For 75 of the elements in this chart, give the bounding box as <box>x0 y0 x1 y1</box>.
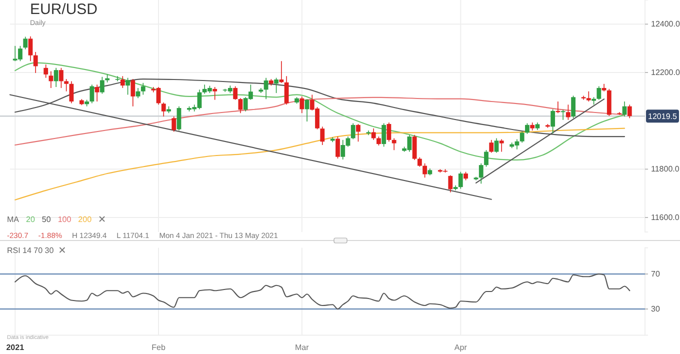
candlestick <box>560 109 566 120</box>
text: 200 <box>78 215 92 224</box>
chart-title: RSI 14 70 30 <box>7 246 54 255</box>
candlestick <box>371 128 376 140</box>
candlestick <box>284 76 289 106</box>
candlestick <box>176 106 182 131</box>
candlestick <box>627 104 632 119</box>
candlestick <box>494 138 499 154</box>
y-tick-label: 30 <box>651 304 660 314</box>
candlestick <box>233 86 238 100</box>
candlestick <box>238 98 243 114</box>
candlestick <box>136 88 140 99</box>
candlestick <box>279 60 284 84</box>
candlestick <box>172 116 176 132</box>
text: 50 <box>42 215 52 224</box>
candlestick <box>448 174 453 193</box>
candlestick <box>320 126 325 146</box>
y-tick-label: 11800.0 <box>651 164 680 174</box>
candlestick <box>571 95 576 119</box>
candlestick <box>382 122 386 148</box>
candlestick <box>64 78 69 92</box>
candlestick <box>94 84 100 102</box>
candlestick <box>126 77 130 96</box>
legend-title: MA <box>7 215 20 224</box>
candlestick <box>478 162 484 184</box>
candlestick <box>336 136 340 159</box>
candlestick <box>90 84 94 104</box>
candlestick <box>520 131 524 143</box>
candlestick <box>412 134 417 160</box>
candlestick <box>392 138 396 150</box>
candlestick <box>484 150 488 168</box>
candlestick <box>499 138 504 152</box>
y-tick-label: 12200.0 <box>651 68 680 78</box>
candlestick <box>525 122 530 134</box>
line-series <box>14 273 630 310</box>
candlestick <box>44 64 48 78</box>
candlestick <box>417 156 422 168</box>
candlestick <box>300 96 304 114</box>
candlestick <box>48 70 54 88</box>
candlestick <box>120 76 125 88</box>
candlestick <box>100 76 104 94</box>
candlestick <box>274 77 278 94</box>
candlestick <box>54 68 58 88</box>
text: 20 <box>26 215 36 224</box>
candlestick <box>130 78 136 107</box>
x-tick-label: Mar <box>295 342 310 352</box>
x-tick-label: Feb <box>152 342 166 352</box>
candlestick <box>59 68 64 88</box>
candlestick <box>23 36 28 50</box>
line-series <box>14 128 626 200</box>
candlestick <box>69 80 74 104</box>
candlestick <box>212 86 218 100</box>
y-tick-label: 11600.0 <box>651 213 680 222</box>
candlestick <box>386 122 392 142</box>
candlestick <box>422 162 427 178</box>
x-tick-label: 2021 <box>6 342 25 352</box>
candlestick <box>550 108 556 134</box>
text: 100 <box>58 215 72 224</box>
candlestick <box>115 76 120 82</box>
y-tick-label: 12400.0 <box>651 20 680 29</box>
ref-line-label: 12019.5 <box>648 112 678 122</box>
candlestick <box>596 86 602 100</box>
candlestick <box>350 122 356 140</box>
candlestick <box>161 102 166 117</box>
candlestick <box>356 124 360 142</box>
candlestick <box>28 36 33 62</box>
y-tick-label: 70 <box>651 270 660 279</box>
candlestick <box>140 82 146 96</box>
candlestick <box>458 171 463 190</box>
chart-title: EUR/USD <box>30 1 98 18</box>
candlestick <box>33 52 38 74</box>
candlestick <box>566 104 570 120</box>
candlestick <box>622 101 627 117</box>
x-tick-label: Apr <box>454 342 468 352</box>
candlestick <box>489 140 494 154</box>
